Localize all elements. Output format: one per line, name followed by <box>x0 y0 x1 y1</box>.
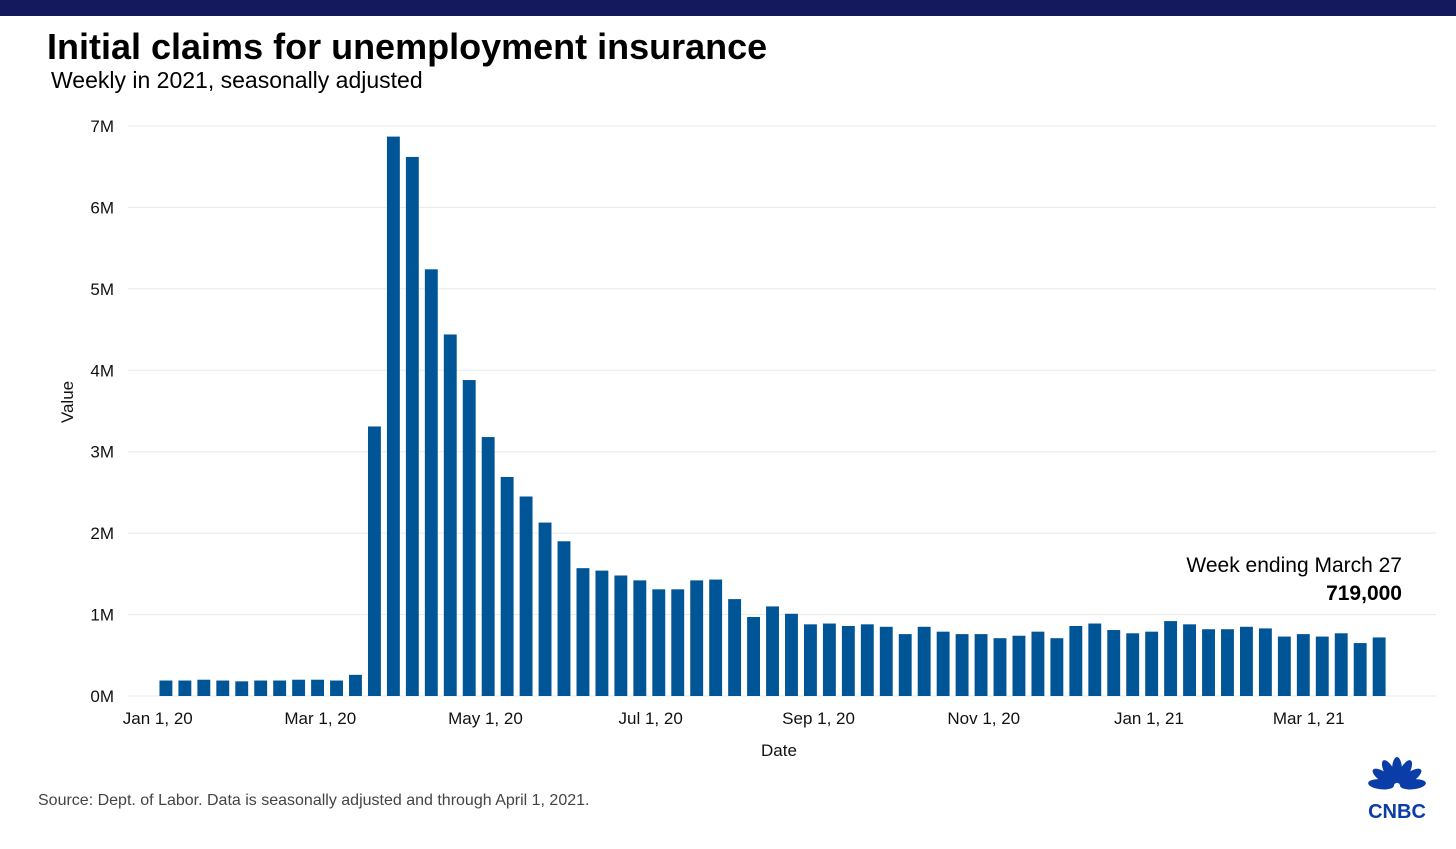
bar-chart: 0M 1M 2M 3M 4M 5M 6M 7M Jan 1, 20 Mar 1, 20 May 1… <box>58 117 1436 760</box>
bar <box>576 568 590 696</box>
bar <box>500 476 514 696</box>
bar <box>424 269 438 696</box>
bar <box>803 624 817 696</box>
bar <box>974 634 988 696</box>
bar <box>178 680 192 696</box>
bar <box>614 575 628 696</box>
bar <box>443 334 457 696</box>
bar <box>216 680 230 696</box>
bar <box>709 579 723 696</box>
x-tick-label: Mar 1, 20 <box>284 709 356 728</box>
bar <box>1069 625 1083 696</box>
bar <box>1012 635 1026 696</box>
bar <box>898 634 912 696</box>
y-axis-label: Value <box>58 381 77 423</box>
source-note: Source: Dept. of Labor. Data is seasonal… <box>38 792 590 809</box>
bar <box>481 437 495 696</box>
x-axis-label: Date <box>761 741 797 760</box>
y-axis-ticks: 0M 1M 2M 3M 4M 5M 6M 7M <box>90 117 114 706</box>
bar <box>519 496 533 696</box>
bar <box>728 599 742 696</box>
bar <box>917 626 931 696</box>
bar <box>1107 630 1121 696</box>
bar-series <box>159 136 1386 697</box>
x-tick-label: May 1, 20 <box>448 709 523 728</box>
bar <box>1183 624 1197 696</box>
chart-subtitle: Weekly in 2021, seasonally adjusted <box>51 67 423 93</box>
bar <box>633 580 647 696</box>
bar <box>671 589 685 696</box>
bar <box>254 680 268 696</box>
peacock-icon <box>1368 757 1426 790</box>
bar <box>1296 634 1310 696</box>
bar <box>1258 628 1272 696</box>
bar <box>690 580 704 696</box>
y-tick-label: 2M <box>90 524 114 543</box>
bar <box>1031 631 1045 696</box>
bar <box>841 625 855 696</box>
bar <box>936 631 950 696</box>
x-tick-label: Jan 1, 21 <box>1114 709 1184 728</box>
annotation-week-label: Week ending March 27 <box>1186 554 1402 577</box>
bar <box>197 679 211 696</box>
bar <box>405 156 419 696</box>
bar <box>292 679 306 696</box>
cnbc-logo: CNBC <box>1368 757 1426 820</box>
bar <box>1088 623 1102 696</box>
bar <box>1221 629 1234 696</box>
x-tick-label: Mar 1, 21 <box>1273 709 1345 728</box>
chart-title: Initial claims for unemployment insuranc… <box>47 26 768 67</box>
bar <box>349 674 362 696</box>
y-tick-label: 3M <box>90 443 114 462</box>
bar <box>159 680 173 696</box>
bar <box>822 623 836 696</box>
top-color-bar <box>0 0 1456 16</box>
bar <box>1277 636 1291 696</box>
bar <box>235 681 249 696</box>
x-tick-label: Jul 1, 20 <box>619 709 683 728</box>
logo-text: CNBC <box>1368 801 1426 820</box>
bar <box>367 426 381 696</box>
bar <box>1126 633 1140 696</box>
bar <box>652 589 666 696</box>
y-tick-label: 1M <box>90 606 114 625</box>
bar <box>273 680 287 696</box>
x-axis-ticks: Jan 1, 20 Mar 1, 20 May 1, 20 Jul 1, 20 Sep … <box>123 709 1345 728</box>
bar <box>595 570 609 696</box>
bar <box>538 522 552 696</box>
bar <box>993 638 1007 696</box>
bar <box>879 626 893 696</box>
bar <box>1050 638 1064 696</box>
x-tick-label: Sep 1, 20 <box>782 709 855 728</box>
bar <box>462 380 476 696</box>
bar <box>1315 636 1329 696</box>
bar <box>311 679 325 696</box>
x-tick-label: Nov 1, 20 <box>947 709 1020 728</box>
bar <box>1353 643 1367 696</box>
x-tick-label: Jan 1, 20 <box>123 709 193 728</box>
gridlines <box>128 125 1436 697</box>
bar <box>1372 637 1386 696</box>
bar <box>955 634 969 696</box>
bar <box>386 136 400 697</box>
bar <box>785 613 798 696</box>
annotation-value: 719,000 <box>1326 582 1402 605</box>
y-tick-label: 0M <box>90 687 114 706</box>
y-tick-label: 4M <box>90 361 114 380</box>
bar <box>330 680 343 696</box>
bar <box>747 617 761 696</box>
bar <box>860 624 874 696</box>
bar <box>1334 633 1348 696</box>
bar <box>1164 621 1178 696</box>
bar <box>1145 631 1159 696</box>
y-tick-label: 5M <box>90 280 114 299</box>
bar <box>766 606 779 696</box>
bar <box>1202 629 1215 696</box>
bar <box>557 541 571 696</box>
bar <box>1239 626 1253 696</box>
y-tick-label: 6M <box>90 198 114 217</box>
y-tick-label: 7M <box>90 117 114 136</box>
